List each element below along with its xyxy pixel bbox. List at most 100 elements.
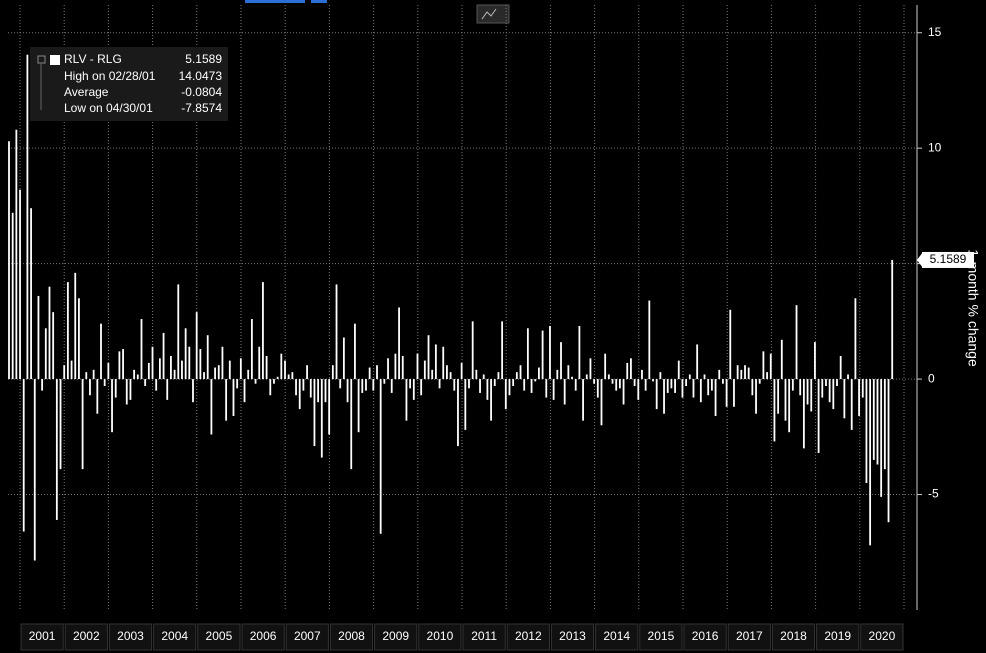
bar <box>780 339 783 380</box>
bar <box>449 372 452 380</box>
chart-type-icon <box>481 8 497 20</box>
bar <box>199 349 202 380</box>
x-tick-label: 2012 <box>515 629 542 643</box>
bar <box>637 379 640 400</box>
bar <box>118 351 121 380</box>
legend-high: 14.0473 <box>179 69 223 83</box>
bar <box>825 379 827 387</box>
bar <box>166 379 169 400</box>
year-label-box <box>64 623 108 651</box>
bar <box>534 379 537 382</box>
bar <box>438 379 441 389</box>
bar <box>766 372 768 380</box>
bar <box>368 367 371 380</box>
bar <box>221 346 224 380</box>
bar <box>733 379 735 407</box>
bar <box>685 379 688 387</box>
bar <box>92 369 95 380</box>
legend-last: 5.1589 <box>185 52 222 66</box>
bar <box>644 379 647 391</box>
year-label-box <box>197 623 241 651</box>
legend-low-label: Low on 04/30/01 <box>64 101 153 115</box>
bar <box>405 379 408 421</box>
y-tick-label: -5 <box>928 487 939 501</box>
x-tick-label: 2015 <box>648 629 675 643</box>
bar <box>89 379 91 396</box>
bar <box>70 360 73 380</box>
bar <box>880 379 883 497</box>
bar <box>412 379 415 400</box>
bar <box>111 379 113 433</box>
bar <box>515 372 518 380</box>
bar <box>681 379 684 398</box>
bar <box>203 372 205 380</box>
last-value-box <box>922 251 974 268</box>
bar <box>225 379 228 421</box>
bar <box>217 365 220 380</box>
bar <box>19 189 21 380</box>
bar <box>832 379 835 410</box>
bar <box>162 332 165 380</box>
bar <box>493 379 496 387</box>
year-label-box <box>550 623 595 651</box>
bar <box>170 355 172 380</box>
bar <box>122 349 124 380</box>
bar <box>791 379 794 391</box>
bar <box>821 379 824 398</box>
x-tick-label: 2018 <box>780 629 807 643</box>
bar <box>751 379 754 396</box>
bar <box>376 365 378 380</box>
legend-collapse[interactable] <box>37 55 46 64</box>
bar <box>291 372 294 380</box>
bar <box>273 379 275 384</box>
bar <box>630 358 632 380</box>
bar <box>887 379 890 523</box>
toolbar-tab <box>245 0 305 3</box>
bar <box>648 300 651 380</box>
bar <box>103 379 106 387</box>
bar <box>641 369 643 380</box>
year-label-box <box>20 623 64 651</box>
bar <box>828 379 831 403</box>
x-tick-label: 2002 <box>73 629 100 643</box>
bar <box>30 208 32 380</box>
legend-low: -7.8574 <box>181 101 222 115</box>
bar <box>181 360 183 380</box>
bar <box>394 353 397 380</box>
bar <box>136 374 139 380</box>
bar <box>541 330 544 380</box>
bar <box>574 379 577 391</box>
bar <box>423 360 426 380</box>
bar <box>206 335 209 380</box>
bar <box>361 379 364 393</box>
bar <box>861 379 864 398</box>
year-label-box <box>639 623 683 651</box>
bar <box>692 379 695 398</box>
year-label-box <box>329 623 374 651</box>
bar <box>567 365 570 380</box>
y-axis-title: 1-month % change <box>965 249 981 367</box>
bar <box>549 325 551 380</box>
legend-average-label: Average <box>64 85 109 99</box>
bar <box>707 379 710 396</box>
bar <box>688 374 691 380</box>
legend-name: RLV - RLG <box>64 52 122 66</box>
legend-swatch <box>50 55 60 65</box>
bar <box>876 379 879 465</box>
bar <box>582 379 584 421</box>
x-tick-label: 2001 <box>29 629 56 643</box>
bar <box>769 353 772 380</box>
bar <box>839 355 842 380</box>
bar <box>869 379 872 546</box>
bar <box>891 259 894 380</box>
y-tick-label: 10 <box>928 140 942 154</box>
bar <box>44 328 47 380</box>
bar <box>784 379 787 421</box>
bar <box>618 379 621 389</box>
bar <box>114 379 117 398</box>
x-tick-label: 2020 <box>869 629 896 643</box>
bar <box>762 351 765 380</box>
bar <box>710 379 713 391</box>
bar <box>836 379 838 387</box>
